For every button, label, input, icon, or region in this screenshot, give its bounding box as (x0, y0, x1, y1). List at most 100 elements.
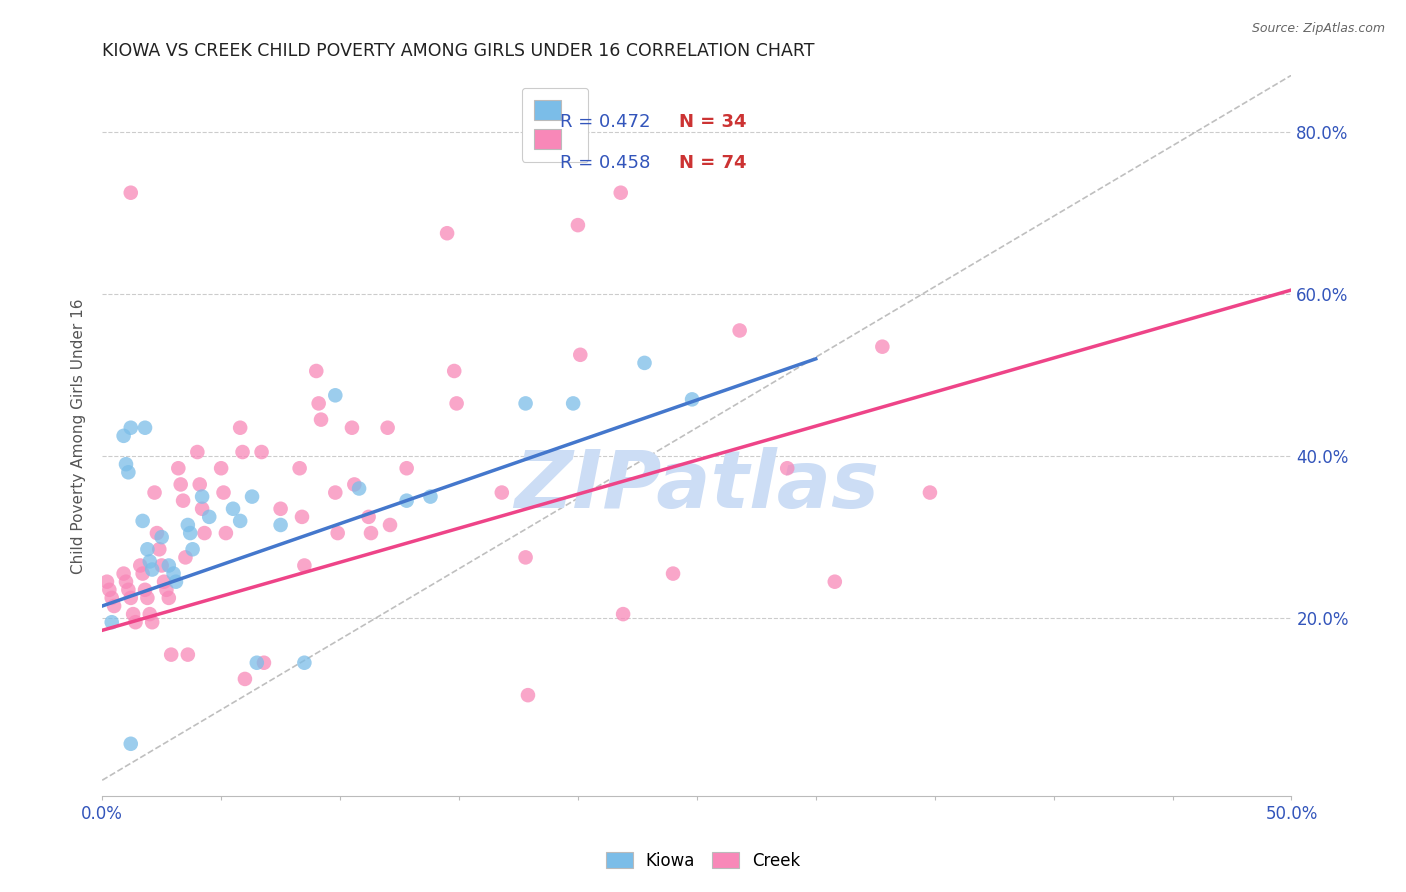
Text: N = 74: N = 74 (679, 154, 747, 172)
Text: N = 34: N = 34 (679, 113, 747, 131)
Text: Source: ZipAtlas.com: Source: ZipAtlas.com (1251, 22, 1385, 36)
Point (131, 514, 153, 528)
Point (112, 429, 135, 443)
Point (120, 737, 142, 751)
Point (270, 518, 292, 533)
Point (288, 461, 311, 475)
Point (292, 656, 315, 670)
Point (612, 607, 634, 621)
Point (134, 421, 156, 435)
Point (179, 526, 201, 541)
Point (186, 445, 208, 459)
Point (309, 412, 332, 426)
Point (143, 485, 166, 500)
Text: R = 0.472: R = 0.472 (560, 113, 651, 131)
Point (120, 186, 142, 200)
Point (115, 574, 138, 589)
Point (141, 615, 163, 630)
Point (357, 509, 380, 524)
Text: KIOWA VS CREEK CHILD POVERTY AMONG GIRLS UNDER 16 CORRELATION CHART: KIOWA VS CREEK CHILD POVERTY AMONG GIRLS… (103, 42, 814, 60)
Point (122, 607, 145, 621)
Point (443, 364, 465, 378)
Point (436, 226, 458, 240)
Point (229, 421, 252, 435)
Point (103, 599, 125, 613)
Point (378, 518, 401, 533)
Point (569, 348, 592, 362)
Point (270, 501, 292, 516)
Point (172, 493, 194, 508)
Point (160, 648, 183, 662)
Point (112, 566, 135, 581)
Point (117, 582, 139, 597)
Point (609, 186, 631, 200)
Point (157, 558, 180, 573)
Point (229, 514, 252, 528)
Text: ZIPatlas: ZIPatlas (515, 447, 879, 525)
Point (115, 457, 138, 471)
Point (177, 518, 200, 533)
Point (100, 615, 122, 630)
Point (305, 364, 328, 378)
Point (191, 490, 214, 504)
Point (246, 656, 269, 670)
Point (340, 421, 363, 435)
Point (146, 526, 169, 541)
Point (167, 461, 190, 475)
Point (148, 542, 170, 557)
Point (515, 396, 537, 410)
Point (141, 563, 163, 577)
Point (395, 461, 418, 475)
Point (139, 554, 162, 568)
Point (377, 421, 399, 435)
Point (131, 566, 153, 581)
Point (124, 615, 146, 630)
Point (292, 558, 315, 573)
Point (232, 445, 254, 459)
Point (174, 550, 197, 565)
Point (198, 509, 221, 524)
Point (188, 477, 211, 491)
Point (419, 490, 441, 504)
Point (215, 526, 238, 541)
Legend: , : , (522, 87, 588, 162)
Point (120, 421, 142, 435)
Point (323, 388, 346, 402)
Point (100, 591, 122, 605)
Point (253, 656, 276, 670)
Point (323, 485, 346, 500)
Point (129, 558, 152, 573)
Point (155, 582, 177, 597)
Point (139, 607, 162, 621)
Point (165, 574, 187, 589)
Point (567, 218, 589, 232)
Point (517, 688, 540, 702)
Point (136, 591, 159, 605)
Point (136, 542, 159, 557)
Point (918, 485, 941, 500)
Point (157, 591, 180, 605)
Point (562, 396, 585, 410)
Point (776, 461, 799, 475)
Point (212, 485, 235, 500)
Point (728, 323, 751, 337)
Point (117, 465, 139, 479)
Point (177, 648, 200, 662)
Point (170, 477, 193, 491)
Point (209, 461, 232, 475)
Point (250, 445, 273, 459)
Point (681, 392, 703, 407)
Point (515, 550, 537, 565)
Point (308, 396, 330, 410)
Point (153, 574, 176, 589)
Point (222, 501, 245, 516)
Point (872, 340, 894, 354)
Point (395, 493, 418, 508)
Point (326, 526, 349, 541)
Point (360, 526, 382, 541)
Point (347, 482, 370, 496)
Point (181, 542, 204, 557)
Point (291, 509, 314, 524)
Point (824, 574, 846, 589)
Point (96, 574, 118, 589)
